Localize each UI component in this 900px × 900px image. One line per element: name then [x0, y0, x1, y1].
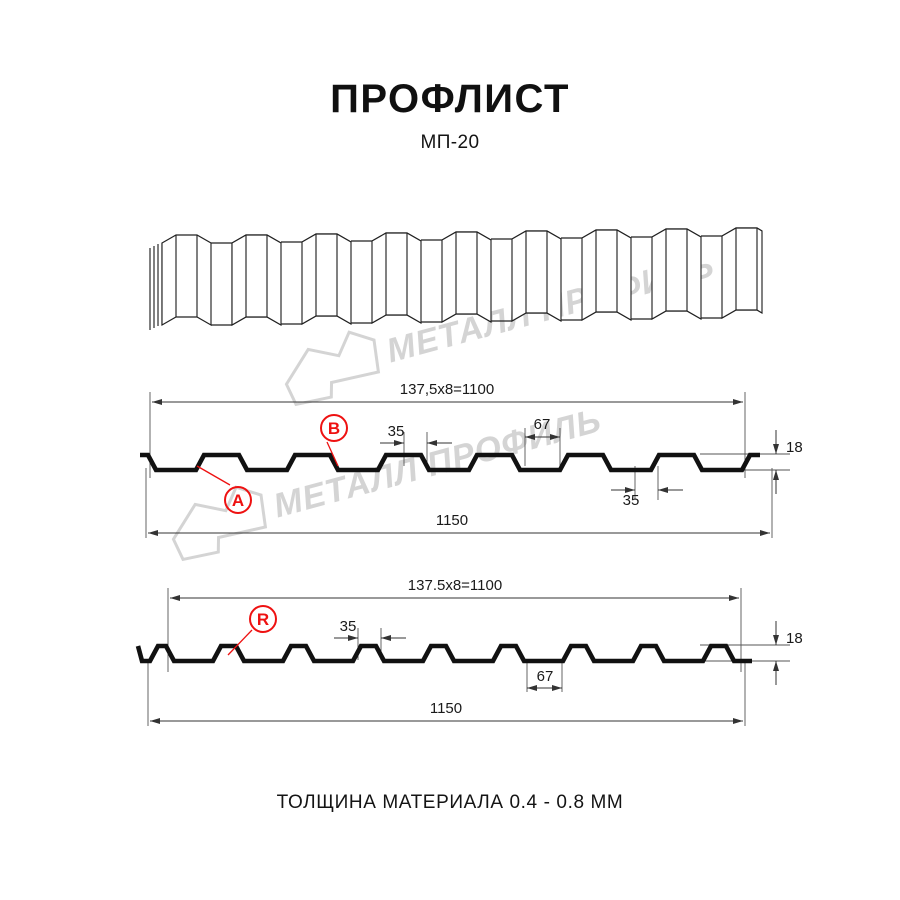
dim-rib-width-bottom: 35	[334, 618, 406, 641]
dim-valley-width-top: 67	[525, 416, 560, 440]
dim-label-rib-top-width: 35	[388, 423, 405, 440]
watermark-logo-icon	[171, 485, 268, 562]
dim-label-valley-width-bottom: 67	[537, 668, 554, 685]
page-title: ПРОФЛИСТ	[330, 77, 570, 121]
callout-label-r: R	[257, 610, 269, 629]
dim-label-working-width-bottom: 137.5x8=1100	[408, 577, 502, 594]
callout-b: B	[320, 414, 348, 467]
watermark-logo-icon	[284, 330, 381, 407]
dim-label-total-width-top: 1150	[436, 512, 468, 529]
iso-left-edge	[149, 243, 163, 330]
dim-rib-bottom-width: 35	[611, 487, 683, 509]
dim-total-width-bottom: 1150	[150, 700, 743, 724]
iso-corrugations	[161, 227, 763, 326]
watermark-label-2: МЕТАЛЛ ПРОФИЛЬ	[270, 401, 606, 525]
dim-working-width-bottom: 137.5x8=1100	[170, 577, 739, 601]
callout-r: R	[227, 605, 277, 656]
section-view-top: 137,5x8=1100 1150 35	[140, 381, 803, 538]
dim-valley-width-bottom: 67	[527, 668, 562, 691]
dim-working-width-top: 137,5x8=1100	[152, 381, 743, 405]
isometric-view	[149, 227, 763, 330]
dim-rib-top-width: 35	[380, 423, 452, 446]
page-subtitle: МП-20	[420, 132, 480, 153]
material-thickness-note: ТОЛЩИНА МАТЕРИАЛА 0.4 - 0.8 ММ	[276, 792, 624, 813]
dim-label-working-width-top: 137,5x8=1100	[400, 381, 494, 398]
dim-label-rib-width-bottom: 35	[340, 618, 357, 635]
callout-label-a: A	[232, 491, 244, 510]
callout-label-b: B	[328, 419, 340, 438]
section-view-bottom: 137.5x8=1100 1150 35	[135, 577, 803, 726]
dim-label-valley-width-top: 67	[534, 416, 551, 433]
title-block: ПРОФЛИСТ МП-20	[0, 78, 900, 154]
dim-label-height-top: 18	[786, 439, 803, 456]
dim-label-height-bottom: 18	[786, 630, 803, 647]
dim-label-total-width-bottom: 1150	[430, 700, 462, 717]
dim-total-width-top: 1150	[148, 512, 770, 536]
dim-label-rib-bottom-width: 35	[623, 492, 640, 509]
profile-section-top	[140, 452, 760, 473]
dim-height-top: 18	[773, 430, 803, 494]
profile-section-bottom	[135, 643, 752, 664]
dim-height-bottom: 18	[773, 621, 803, 685]
callout-a: A	[196, 465, 252, 514]
